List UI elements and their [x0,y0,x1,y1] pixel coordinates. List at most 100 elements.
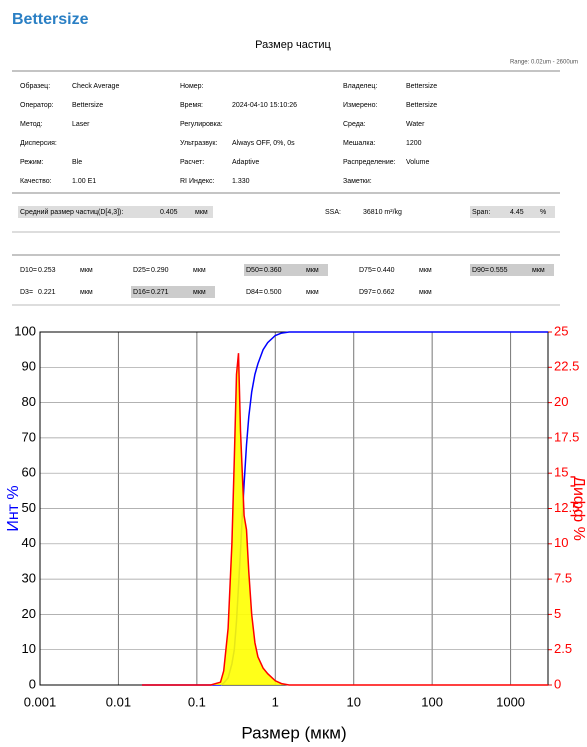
highlight-box [131,286,215,298]
y2-tick-label: 15 [554,465,568,480]
info-value: 2024-04-10 15:10:26 [232,102,297,109]
info-label: Среда: [343,121,366,128]
summary-unit: % [540,209,546,216]
y-tick-label: 100 [14,323,36,338]
x-axis-label: Размер (мкм) [241,723,346,742]
summary-value: 4.45 [510,209,524,216]
y2-tick-label: 25 [554,323,568,338]
report-title: Размер частиц [255,39,331,51]
info-value: Check Average [72,83,119,90]
info-label: Владелец: [343,83,377,90]
y-axis-label: Инт % [5,485,22,531]
brand: Bettersize [12,11,89,28]
percentile-value: 0.555 [490,267,508,274]
percentile-label: D84= [246,289,263,296]
info-label: Дисперсия: [20,140,57,147]
summary-value: 0.405 [160,209,178,216]
series-line [142,353,548,686]
percentile-label: D75= [359,267,376,274]
info-label: Расчет: [180,159,204,166]
percentile-unit: мкм [80,267,93,274]
percentile-value: 0.662 [377,289,395,296]
info-value: 1.330 [232,178,250,185]
percentile-value: 0.290 [151,267,169,274]
percentile-label: D90= [472,267,489,274]
highlight-box [470,264,554,276]
info-label: Распределение: [343,159,396,166]
percentile-label: D97= [359,289,376,296]
x-tick-label: 0.001 [24,694,57,709]
percentile-unit: мкм [80,289,93,296]
info-label: Режим: [20,159,44,166]
percentile-label: D10= [20,267,37,274]
y-tick-label: 40 [22,535,36,550]
summary-label: SSA: [325,209,341,216]
x-tick-label: 1000 [496,694,525,709]
info-value: Water [406,121,425,128]
y-tick-label: 60 [22,465,36,480]
percentile-label: D50= [246,267,263,274]
summary-label: Span: [472,209,490,216]
info-label: Мешалка: [343,140,376,147]
range: Range: 0.02um - 2600um [510,60,578,66]
summary-label: Средний размер частиц(D[4,3]): [20,208,123,216]
y-tick-label: 0 [29,676,36,691]
percentile-label: D16= [133,289,150,296]
summary-value: 36810 m²/kg [363,209,402,216]
y-tick-label: 70 [22,429,36,444]
y-tick-label: 20 [22,606,36,621]
x-tick-label: 1 [272,694,279,709]
percentile-unit: мкм [306,289,319,296]
info-label: Метод: [20,121,43,128]
x-tick-label: 0.01 [106,694,131,709]
info-label: Качество: [20,178,52,185]
info-value: 1.00 E1 [72,178,96,185]
percentile-value: 0.253 [38,267,56,274]
y2-tick-label: 0 [554,676,561,691]
highlight-box [244,264,328,276]
percentile-unit: мкм [419,289,432,296]
y2-tick-label: 5 [554,606,561,621]
info-label: Заметки: [343,178,372,185]
summary-box [470,206,555,218]
info-value: Bettersize [406,83,437,90]
info-label: Оператор: [20,102,54,109]
y2-tick-label: 20 [554,394,568,409]
percentile-label: D25= [133,267,150,274]
x-tick-label: 10 [346,694,360,709]
info-label: RI Индекс: [180,178,214,185]
y-tick-label: 10 [22,641,36,656]
y2-tick-label: 12.5 [554,500,579,515]
summary-unit: мкм [195,209,208,216]
x-tick-label: 0.1 [188,694,206,709]
percentile-unit: мкм [419,267,432,274]
info-label: Номер: [180,83,204,90]
percentile-value: 0.221 [38,289,56,296]
y2-tick-label: 10 [554,535,568,550]
info-label: Время: [180,102,203,109]
info-value: Always OFF, 0%, 0s [232,140,295,147]
info-value: Bettersize [406,102,437,109]
y2-tick-label: 22.5 [554,359,579,374]
y2-tick-label: 17.5 [554,429,579,444]
y-tick-label: 90 [22,359,36,374]
percentile-unit: мкм [193,267,206,274]
percentile-unit: мкм [532,267,545,274]
y-tick-label: 80 [22,394,36,409]
info-value: Volume [406,159,429,166]
y2-tick-label: 7.5 [554,571,572,586]
y2-tick-label: 2.5 [554,641,572,656]
info-value: 1200 [406,140,422,147]
x-tick-label: 100 [421,694,443,709]
percentile-unit: мкм [193,289,206,296]
info-label: Регулировка: [180,121,223,128]
info-label: Измерено: [343,102,377,109]
percentile-value: 0.440 [377,267,395,274]
percentile-unit: мкм [306,267,319,274]
percentile-value: 0.500 [264,289,282,296]
info-value: Bettersize [72,102,103,109]
info-value: Laser [72,121,90,128]
y-tick-label: 30 [22,571,36,586]
y2-axis-label: Дифф % [570,476,587,541]
